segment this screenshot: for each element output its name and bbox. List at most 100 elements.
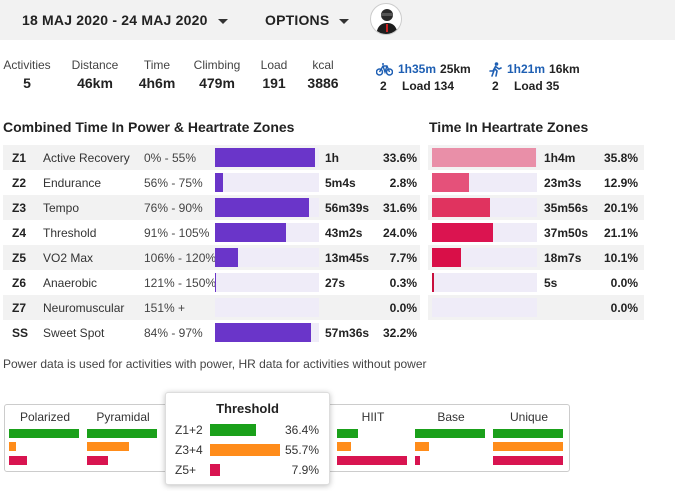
- threshold-title: Threshold: [166, 401, 329, 416]
- distribution-bar: [337, 456, 407, 465]
- stat-label: Activities: [3, 58, 51, 72]
- zone-bar-track: [215, 173, 319, 192]
- distribution-bar: [337, 429, 358, 438]
- heartrate-zone-row: 18m7s 10.1%: [428, 245, 644, 270]
- hr-bar-fill: [432, 198, 490, 217]
- combined-zones-title: Combined Time In Power & Heartrate Zones: [3, 119, 294, 135]
- zone-range: 0% - 55%: [144, 151, 196, 165]
- zone-time: 57m36s: [325, 326, 369, 340]
- distribution-base[interactable]: Base: [415, 405, 487, 473]
- distribution-bar: [87, 456, 108, 465]
- threshold-row-percent: 7.9%: [292, 463, 319, 477]
- heartrate-zone-row: 23m3s 12.9%: [428, 170, 644, 195]
- distribution-pyramidal[interactable]: Pyramidal: [87, 405, 159, 473]
- zone-bar-fill: [215, 223, 286, 242]
- distribution-bar: [493, 429, 563, 438]
- zone-name: Anaerobic: [43, 276, 97, 290]
- cycling-distance: 25km: [440, 62, 471, 76]
- stat-time: Time 4h6m: [138, 58, 176, 91]
- heartrate-zone-row: 35m56s 20.1%: [428, 195, 644, 220]
- zone-name: Sweet Spot: [43, 326, 104, 340]
- distribution-hiit[interactable]: HIIT: [337, 405, 409, 473]
- hr-bar-track: [432, 298, 537, 317]
- zone-bar-fill: [215, 323, 311, 342]
- combined-zone-row: Z5 VO2 Max 106% - 120% 13m45s 7.7%: [3, 245, 420, 270]
- combined-zone-row: Z3 Tempo 76% - 90% 56m39s 31.6%: [3, 195, 420, 220]
- zone-code: Z1: [12, 151, 26, 165]
- zone-code: Z6: [12, 276, 26, 290]
- zone-name: Endurance: [43, 176, 101, 190]
- stat-value: 5: [3, 75, 51, 91]
- threshold-distribution-card[interactable]: Threshold Z1+2 36.4% Z3+4 55.7% Z5+ 7.9%: [165, 392, 330, 485]
- threshold-row-bar: [210, 424, 256, 436]
- distribution-name: Pyramidal: [87, 410, 159, 424]
- distribution-name: Unique: [493, 410, 565, 424]
- date-range-label: 18 MAJ 2020 - 24 MAJ 2020: [22, 12, 208, 28]
- zone-name: Neuromuscular: [43, 301, 124, 315]
- hr-percent: 10.1%: [588, 251, 638, 265]
- zone-range: 121% - 150%: [144, 276, 216, 290]
- zone-bar-fill: [215, 273, 216, 292]
- zone-time: 56m39s: [325, 201, 369, 215]
- zone-code: Z2: [12, 176, 26, 190]
- zone-bar-track: [215, 273, 319, 292]
- distribution-polarized[interactable]: Polarized: [9, 405, 81, 473]
- hr-time: 37m50s: [544, 226, 588, 240]
- zone-time: 43m2s: [325, 226, 362, 240]
- hr-percent: 0.0%: [588, 301, 638, 315]
- avatar-person-icon: [371, 4, 402, 35]
- zone-bar-track: [215, 198, 319, 217]
- top-bar: 18 MAJ 2020 - 24 MAJ 2020 OPTIONS: [0, 0, 675, 40]
- zone-percent: 0.3%: [367, 276, 417, 290]
- heartrate-zone-row: 0.0%: [428, 295, 644, 320]
- heartrate-zone-row: 5s 0.0%: [428, 270, 644, 295]
- threshold-row-percent: 36.4%: [285, 423, 319, 437]
- distribution-bar: [415, 429, 485, 438]
- power-data-note: Power data is used for activities with p…: [3, 357, 427, 371]
- combined-zone-row: SS Sweet Spot 84% - 97% 57m36s 32.2%: [3, 320, 420, 345]
- zone-percent: 31.6%: [367, 201, 417, 215]
- hr-bar-fill: [432, 223, 493, 242]
- distribution-bar: [9, 442, 16, 451]
- options-menu-button[interactable]: OPTIONS: [265, 0, 349, 40]
- hr-percent: 35.8%: [588, 151, 638, 165]
- heartrate-zone-row: 37m50s 21.1%: [428, 220, 644, 245]
- zone-percent: 2.8%: [367, 176, 417, 190]
- combined-zone-row: Z2 Endurance 56% - 75% 5m4s 2.8%: [3, 170, 420, 195]
- distribution-name: Base: [415, 410, 487, 424]
- heartrate-zones-title: Time In Heartrate Zones: [429, 119, 588, 135]
- distribution-bar: [415, 442, 429, 451]
- running-summary: 1h21m 16km 2 Load 35: [488, 61, 580, 93]
- hr-bar-track: [432, 273, 537, 292]
- date-range-selector[interactable]: 18 MAJ 2020 - 24 MAJ 2020: [22, 0, 228, 40]
- user-avatar[interactable]: [370, 3, 402, 35]
- zone-bar-track: [215, 248, 319, 267]
- running-distance: 16km: [549, 62, 580, 76]
- hr-bar-track: [432, 173, 537, 192]
- combined-zone-row: Z4 Threshold 91% - 105% 43m2s 24.0%: [3, 220, 420, 245]
- zone-code: Z3: [12, 201, 26, 215]
- zone-code: Z4: [12, 226, 26, 240]
- threshold-row: Z3+4 55.7%: [166, 441, 329, 458]
- hr-bar-track: [432, 148, 537, 167]
- threshold-row-label: Z5+: [175, 463, 196, 477]
- stat-label: Load: [258, 58, 290, 72]
- zone-bar-fill: [215, 198, 309, 217]
- stat-label: Time: [138, 58, 176, 72]
- zone-time: 27s: [325, 276, 345, 290]
- running-load: Load 35: [514, 79, 559, 93]
- distribution-bar: [415, 456, 420, 465]
- zone-range: 84% - 97%: [144, 326, 203, 340]
- distribution-name: HIIT: [337, 410, 409, 424]
- zone-bar-track: [215, 298, 319, 317]
- running-time: 1h21m: [507, 62, 545, 76]
- zone-time: 5m4s: [325, 176, 356, 190]
- caret-down-icon: [218, 19, 228, 24]
- distribution-unique[interactable]: Unique: [493, 405, 565, 473]
- hr-bar-fill: [432, 173, 469, 192]
- cycling-load: Load 134: [402, 79, 454, 93]
- stat-value: 46km: [68, 75, 122, 91]
- stat-kcal: kcal 3886: [305, 58, 341, 91]
- cycling-count: 2: [376, 79, 402, 93]
- hr-time: 23m3s: [544, 176, 581, 190]
